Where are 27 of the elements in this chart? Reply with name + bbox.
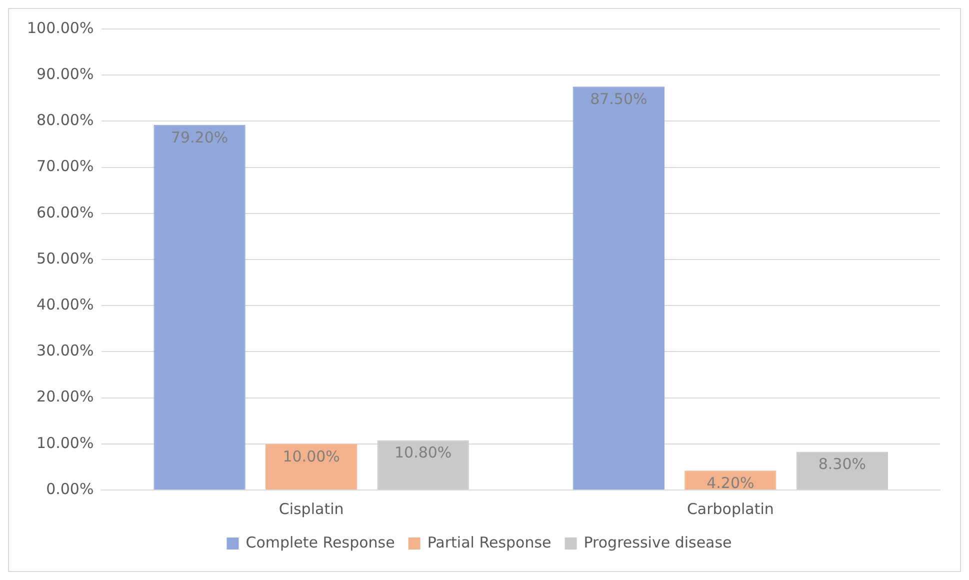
legend-label: Progressive disease xyxy=(584,533,732,552)
y-tick-label: 50.00% xyxy=(36,249,94,268)
data-label: 10.80% xyxy=(394,444,452,462)
data-label: 10.00% xyxy=(282,447,340,466)
y-tick-label: 20.00% xyxy=(36,388,94,406)
y-tick-label: 60.00% xyxy=(36,203,94,222)
data-label: 79.20% xyxy=(170,128,228,146)
y-tick-label: 100.00% xyxy=(26,18,94,37)
y-tick-label: 30.00% xyxy=(36,342,94,360)
bar xyxy=(154,124,246,490)
data-label: 8.30% xyxy=(818,455,866,474)
bar xyxy=(265,444,358,490)
y-tick-label: 0.00% xyxy=(46,480,94,498)
data-label: 4.20% xyxy=(706,474,754,492)
legend-label: Partial Response xyxy=(427,533,552,552)
legend-label: Complete Response xyxy=(246,533,395,552)
bar xyxy=(377,440,469,490)
bar xyxy=(572,86,664,490)
y-tick-label: 40.00% xyxy=(36,295,94,314)
y-tick-label: 10.00% xyxy=(36,434,94,452)
y-tick-label: 90.00% xyxy=(36,64,94,83)
y-tick-label: 80.00% xyxy=(36,111,94,130)
x-tick-label: Cisplatin xyxy=(278,500,344,518)
data-label: 87.50% xyxy=(590,90,648,108)
y-tick-label: 70.00% xyxy=(36,157,94,176)
x-tick-label: Carboplatin xyxy=(686,500,774,518)
bar xyxy=(796,452,888,490)
